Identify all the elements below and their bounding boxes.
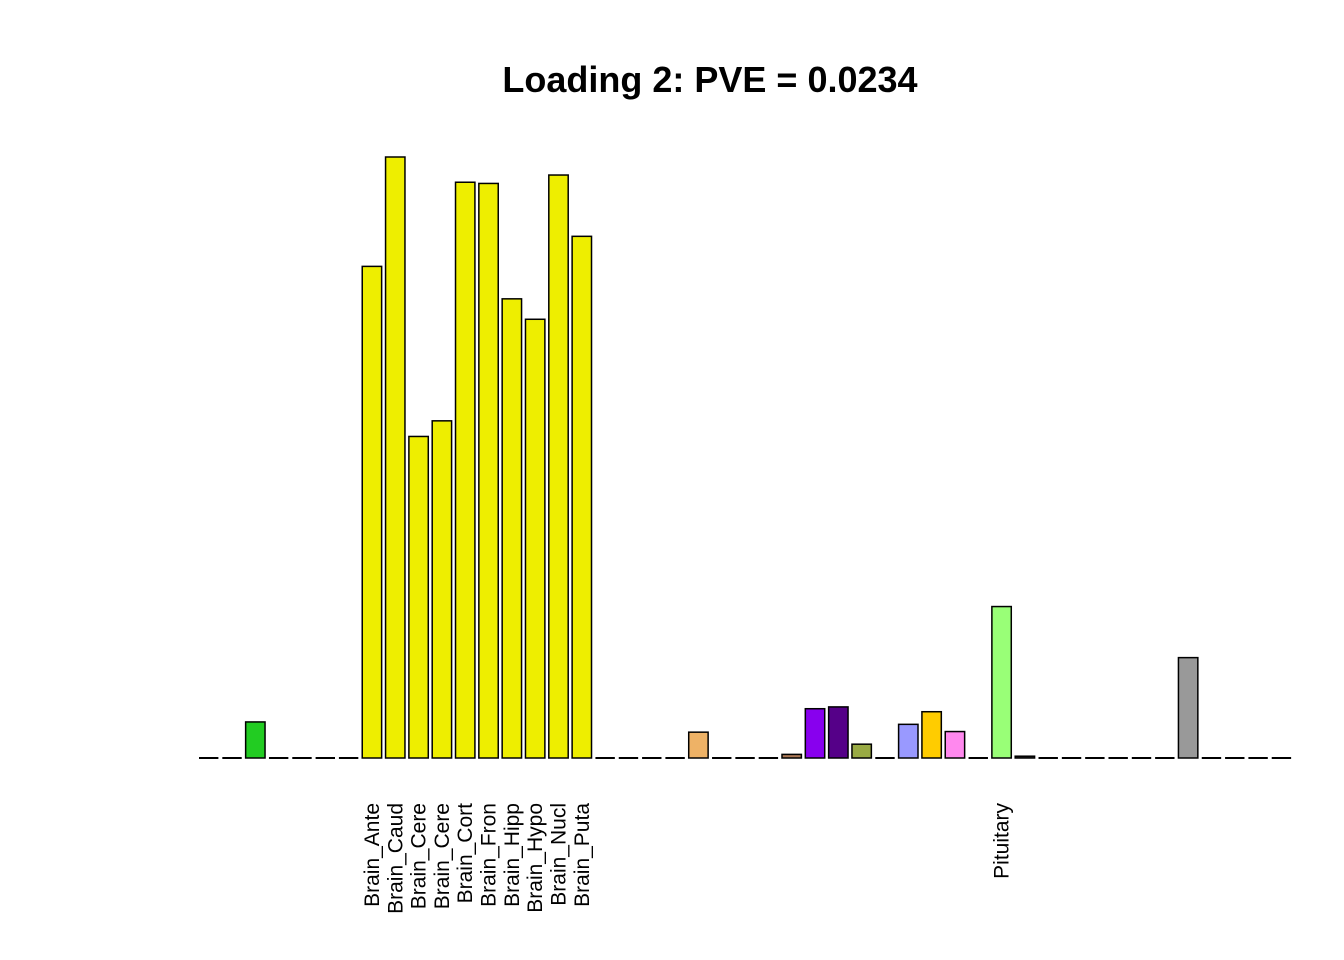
bars-group xyxy=(199,156,1292,759)
bar-34 xyxy=(991,605,1013,759)
x-tick-label: Brain_Puta xyxy=(571,803,594,907)
bar-10 xyxy=(431,420,453,759)
bar-14 xyxy=(524,318,546,759)
bar-30 xyxy=(897,723,919,759)
bar-11 xyxy=(454,181,476,759)
x-tick-label: Pituitary xyxy=(991,803,1014,879)
tick-labels-group: Brain_Ante Brain_Caud Brain_Cere Brain_Cere… xyxy=(361,803,1014,914)
bar-27 xyxy=(827,706,849,759)
bar-8 xyxy=(384,156,406,759)
x-tick-label: Brain_Caud xyxy=(384,803,407,914)
x-tick-label: Brain_Ante xyxy=(361,803,384,907)
bar-15 xyxy=(548,174,569,759)
x-tick-label: Brain_Hipp xyxy=(501,803,524,907)
x-tick-label: Brain_Cere xyxy=(408,803,431,909)
chart-title: Loading 2: PVE = 0.0234 xyxy=(502,59,917,100)
x-tick-label: Brain_Cort xyxy=(454,803,477,904)
bar-35 xyxy=(1014,755,1036,759)
bar-13 xyxy=(501,298,523,759)
bar-31 xyxy=(921,710,943,759)
bar-7 xyxy=(361,265,383,759)
x-tick-label: Brain_Nucl xyxy=(548,803,571,906)
bar-26 xyxy=(804,707,826,759)
bar-32 xyxy=(944,730,966,759)
bar-2 xyxy=(244,721,266,759)
x-tick-label: Brain_Fron xyxy=(478,803,501,907)
x-tick-label: Brain_Hypo xyxy=(524,803,547,913)
bar-9 xyxy=(408,435,430,759)
bar-28 xyxy=(851,743,873,759)
bar-16 xyxy=(571,235,593,759)
x-tick-label: Brain_Cere xyxy=(431,803,454,909)
bar-25 xyxy=(781,753,803,759)
bar-42 xyxy=(1177,656,1199,759)
bar-21 xyxy=(687,731,709,759)
bar-12 xyxy=(478,182,499,759)
